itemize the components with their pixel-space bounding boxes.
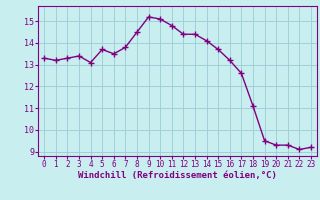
X-axis label: Windchill (Refroidissement éolien,°C): Windchill (Refroidissement éolien,°C) [78,171,277,180]
